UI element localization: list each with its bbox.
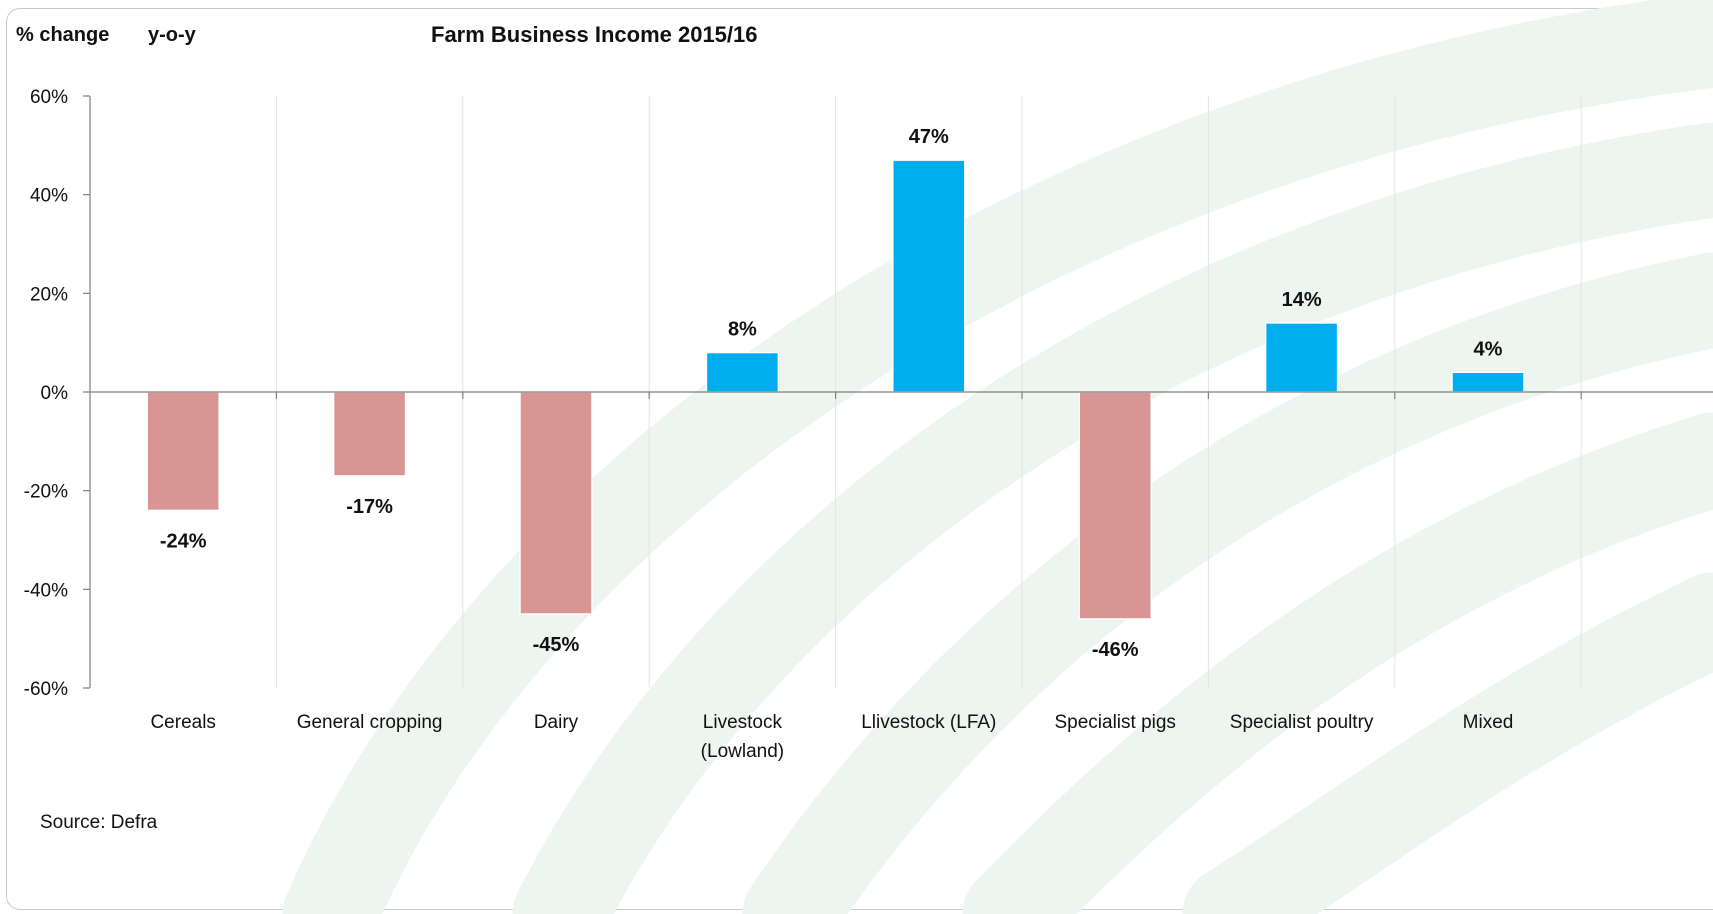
data-labels: -24% -17% -45% 8% 47% -46% 14% 4% [160, 126, 1503, 661]
swoosh-arc [962, 412, 1713, 914]
category-label: General cropping [297, 712, 443, 733]
category-labels: Cereals General cropping Dairy Livestock (Lo… [150, 712, 1513, 762]
data-label: 47% [909, 126, 949, 148]
category-label-line: Specialist pigs [1054, 712, 1175, 733]
swoosh-arc [1182, 572, 1713, 914]
y-tick-label: 0% [41, 383, 69, 404]
category-label-line: General cropping [297, 712, 443, 733]
bar [332, 391, 407, 477]
data-label: 14% [1282, 289, 1322, 311]
category-label-line: Llivestock (LFA) [861, 712, 996, 733]
data-label: 8% [728, 319, 757, 341]
bar [892, 159, 966, 393]
data-label: -17% [346, 496, 393, 518]
y-axis: 60% 40% 20% 0% -20% -40% -60% [24, 87, 91, 700]
bar [1264, 322, 1339, 393]
data-label: -46% [1092, 639, 1139, 661]
category-label-line: Livestock [703, 712, 783, 733]
category-label-line: Specialist poultry [1230, 712, 1374, 733]
data-label: 4% [1474, 338, 1503, 360]
y-tick-label: 20% [30, 284, 68, 305]
bar [705, 351, 780, 393]
category-label: Specialist poultry [1230, 712, 1374, 733]
source-note: Source: Defra [40, 812, 158, 833]
y-tick-label: -60% [24, 679, 68, 700]
chart-title: Farm Business Income 2015/16 [431, 22, 758, 47]
y-tick-label: 40% [30, 186, 68, 207]
data-label: -24% [160, 530, 207, 552]
unit-label: % change [16, 24, 110, 46]
y-tick-label: 60% [30, 87, 68, 108]
category-label-line: Dairy [534, 712, 579, 733]
bar [1078, 391, 1152, 620]
bar [146, 391, 220, 512]
data-label: -45% [533, 634, 580, 656]
category-label-line: (Lowland) [701, 741, 784, 762]
bar [1451, 371, 1525, 393]
period-label: y-o-y [148, 24, 196, 46]
category-label: Llivestock (LFA) [861, 712, 996, 733]
category-label: Cereals [150, 712, 215, 733]
category-label: Mixed [1463, 712, 1514, 733]
category-label: Specialist pigs [1054, 712, 1175, 733]
category-label: Dairy [534, 712, 579, 733]
swoosh-arc [282, 0, 1713, 914]
y-tick-label: -20% [24, 482, 68, 503]
y-tick-label: -40% [24, 580, 68, 601]
bar [519, 391, 593, 615]
x-axis [90, 391, 1713, 399]
category-label: Livestock (Lowland) [701, 712, 784, 762]
category-label-line: Mixed [1463, 712, 1514, 733]
category-label-line: Cereals [150, 712, 215, 733]
swoosh-arc [512, 122, 1713, 914]
bars [146, 159, 1525, 620]
